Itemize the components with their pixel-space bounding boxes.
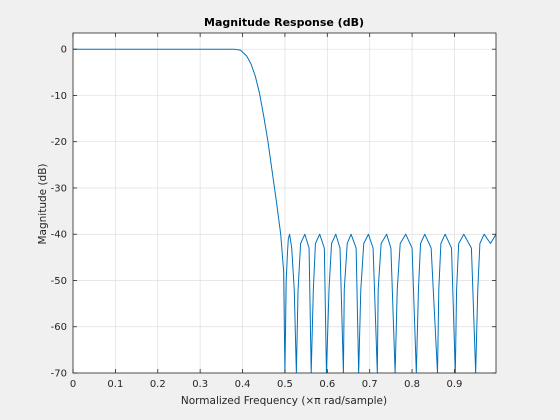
y-tick-label: -10 (51, 91, 67, 102)
y-tick-label: -40 (51, 230, 67, 241)
y-tick-label: 0 (61, 45, 67, 56)
x-tick-label: 0.7 (362, 379, 378, 390)
x-tick-label: 0.1 (107, 379, 123, 390)
x-tick-label: 0 (70, 379, 76, 390)
y-tick-label: -20 (51, 137, 67, 148)
y-axis-label: Magnitude (dB) (37, 163, 49, 244)
x-tick-label: 0.6 (319, 379, 335, 390)
y-tick-label: -50 (51, 276, 67, 287)
y-tick-label: -30 (51, 183, 67, 194)
x-axis-label: Normalized Frequency (×π rad/sample) (181, 395, 387, 407)
x-tick-label: 0.3 (192, 379, 208, 390)
grid (72, 33, 496, 374)
axes-frame (72, 32, 497, 374)
ticks: 0 0.1 0.2 0.3 0.4 0.5 0.6 0.7 0.8 0.9 0 -10 -20 -30 -4… (51, 33, 496, 390)
x-tick-label: 0.2 (150, 379, 166, 390)
chart-title: Magnitude Response (dB) (204, 16, 364, 29)
x-tick-label: 0.8 (404, 379, 420, 390)
y-tick-label: -60 (51, 322, 67, 333)
y-tick-label: -70 (51, 369, 67, 380)
x-tick-label: 0.5 (277, 379, 293, 390)
series-line-0 (73, 48, 496, 373)
x-tick-label: 0.4 (235, 379, 251, 390)
plot-area (73, 48, 496, 373)
x-tick-label: 0.9 (447, 379, 463, 390)
